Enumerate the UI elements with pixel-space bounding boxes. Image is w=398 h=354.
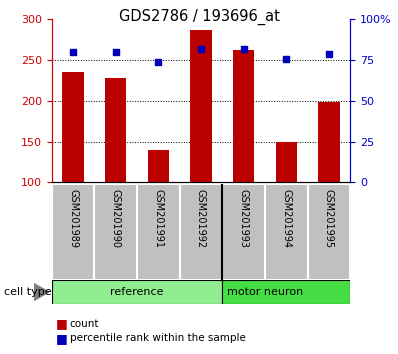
FancyBboxPatch shape [137,184,179,280]
Text: percentile rank within the sample: percentile rank within the sample [70,333,246,343]
Polygon shape [34,284,49,301]
Bar [233,50,254,182]
Bar [62,72,84,182]
FancyBboxPatch shape [52,184,94,280]
Text: GDS2786 / 193696_at: GDS2786 / 193696_at [119,9,279,25]
FancyBboxPatch shape [265,184,308,280]
Text: GSM201991: GSM201991 [153,189,163,248]
Bar [190,30,212,182]
Point [70,49,76,55]
FancyBboxPatch shape [52,280,222,304]
Text: ■: ■ [56,332,68,344]
Text: reference: reference [110,287,164,297]
FancyBboxPatch shape [308,184,350,280]
Text: GSM201993: GSM201993 [239,189,249,248]
Text: GSM201994: GSM201994 [281,189,291,248]
Bar [275,142,297,182]
Text: GSM201990: GSM201990 [111,189,121,248]
Text: GSM201992: GSM201992 [196,189,206,248]
Point [113,49,119,55]
Bar [148,150,169,182]
FancyBboxPatch shape [179,184,222,280]
FancyBboxPatch shape [222,280,350,304]
Point [240,46,247,52]
Text: motor neuron: motor neuron [227,287,303,297]
Text: cell type: cell type [4,287,52,297]
Bar [105,78,127,182]
FancyBboxPatch shape [222,184,265,280]
FancyBboxPatch shape [94,184,137,280]
Text: ■: ■ [56,318,68,330]
Bar [318,102,339,182]
Point [326,51,332,57]
Point [283,56,289,61]
Text: GSM201995: GSM201995 [324,189,334,248]
Point [155,59,162,65]
Text: count: count [70,319,99,329]
Text: GSM201989: GSM201989 [68,189,78,248]
Point [198,46,204,52]
